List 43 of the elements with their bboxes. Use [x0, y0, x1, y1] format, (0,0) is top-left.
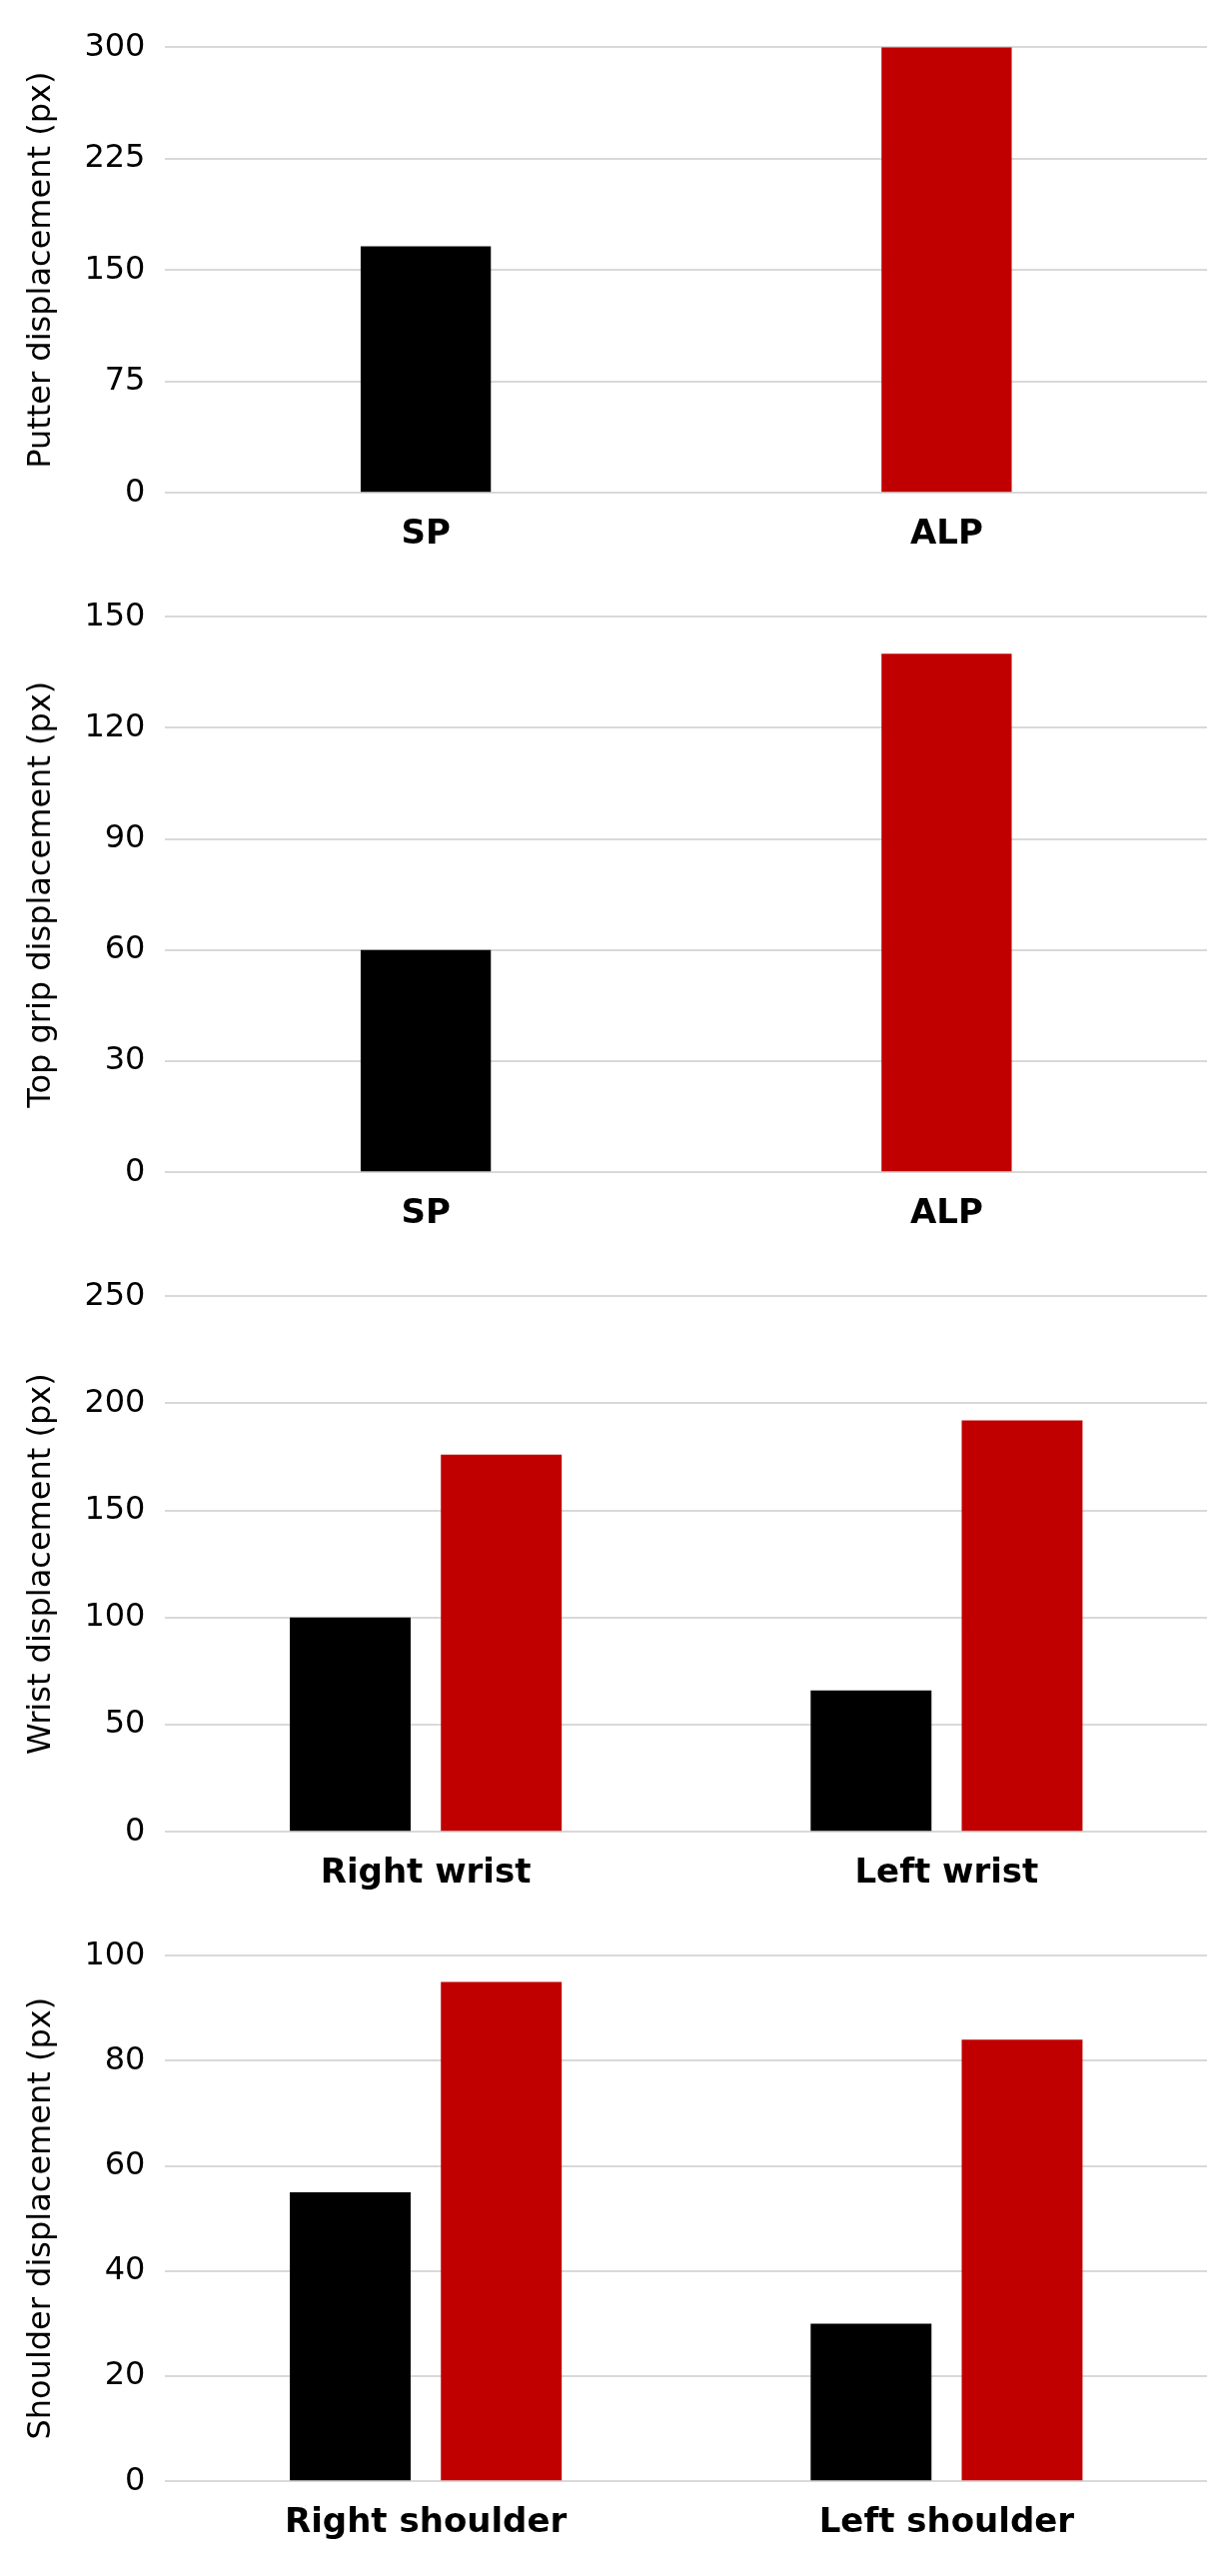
y-tick-label: 0: [125, 2459, 146, 2498]
y-tick-label: 60: [104, 2143, 146, 2182]
y-tick-label: 0: [125, 1810, 146, 1849]
bar: [441, 1981, 563, 2481]
y-axis-title: Putter displacement (px): [19, 71, 58, 469]
y-tick-label: 150: [84, 1488, 146, 1527]
y-tick-label: 150: [84, 595, 146, 634]
y-tick-label: 40: [104, 2249, 146, 2288]
y-tick-label: 0: [125, 471, 146, 510]
y-tick-label: 20: [104, 2354, 146, 2393]
bar: [290, 2191, 411, 2481]
y-tick-label: 300: [84, 25, 146, 64]
y-tick-label: 80: [104, 2038, 146, 2077]
x-tick-label: Right shoulder: [284, 2500, 568, 2541]
x-tick-label: Left shoulder: [818, 2500, 1075, 2541]
y-tick-label: 150: [84, 248, 146, 287]
y-tick-label: 120: [84, 705, 146, 744]
y-tick-label: 30: [104, 1039, 146, 1078]
y-tick-label: 0: [125, 1150, 146, 1189]
x-tick-label: ALP: [909, 512, 983, 553]
x-tick-label: SP: [401, 512, 451, 553]
y-tick-label: 200: [84, 1381, 146, 1420]
y-tick-label: 250: [84, 1274, 146, 1313]
x-tick-label: Left wrist: [854, 1851, 1039, 1892]
bar: [961, 1420, 1083, 1832]
bar: [290, 1617, 411, 1832]
x-tick-label: ALP: [909, 1191, 983, 1232]
x-tick-label: SP: [401, 1191, 451, 1232]
bar: [961, 2039, 1083, 2481]
y-axis-title: Wrist displacement (px): [19, 1373, 58, 1756]
bar: [810, 2323, 932, 2481]
y-tick-label: 50: [104, 1703, 146, 1742]
bar: [441, 1454, 563, 1832]
y-tick-label: 100: [84, 1933, 146, 1972]
y-tick-label: 90: [104, 816, 146, 855]
y-axis-title: Top grip displacement (px): [19, 680, 58, 1109]
y-tick-label: 75: [104, 360, 146, 399]
y-tick-label: 225: [84, 137, 146, 176]
y-tick-label: 100: [84, 1596, 146, 1635]
y-tick-label: 60: [104, 928, 146, 967]
y-axis-title: Shoulder displacement (px): [19, 1996, 58, 2440]
x-tick-label: Right wrist: [320, 1851, 532, 1892]
bar: [810, 1690, 932, 1832]
